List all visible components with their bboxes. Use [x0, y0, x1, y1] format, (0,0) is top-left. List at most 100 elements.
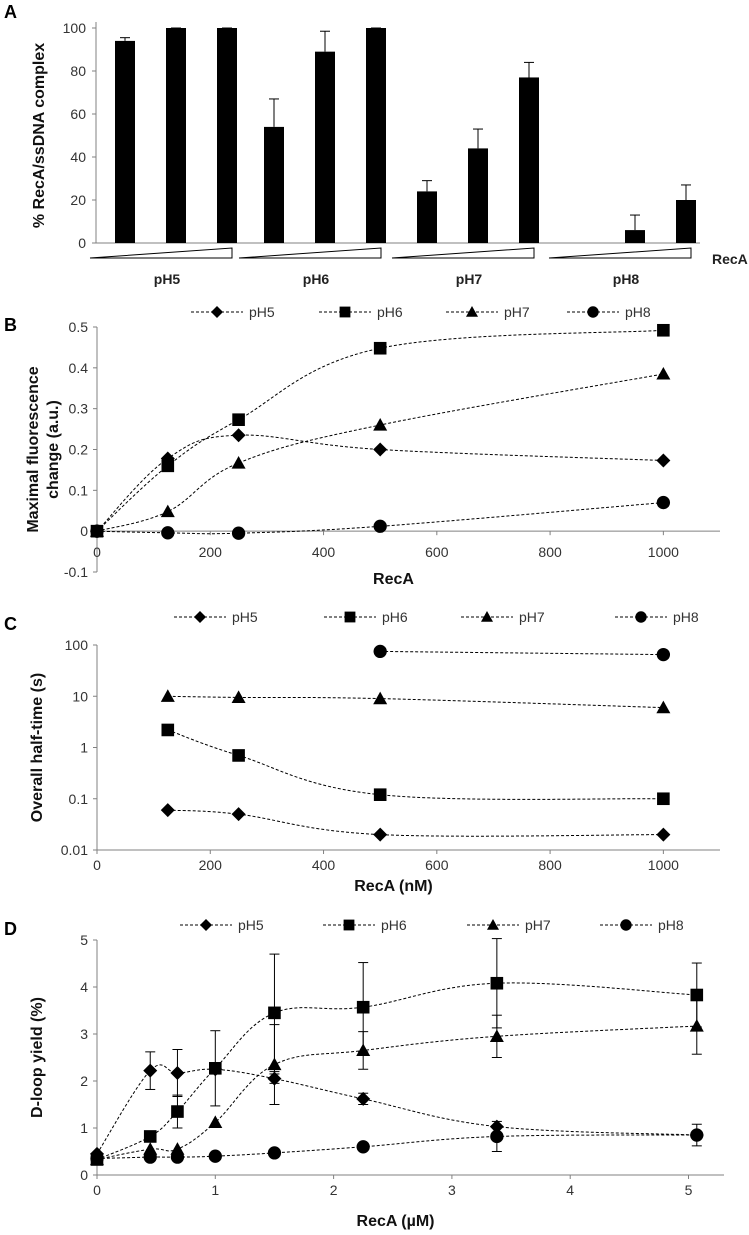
point-ph8	[90, 1151, 104, 1166]
series-line-ph7	[167, 695, 664, 709]
legend-label-ph5: pH5	[249, 304, 275, 320]
series-line-ph6	[167, 729, 664, 800]
point-ph8	[170, 1150, 185, 1164]
x-tick-label: 800	[538, 544, 562, 560]
bar-ph6-1	[264, 126, 284, 243]
x-axis-label: RecA (µM)	[357, 1213, 435, 1230]
point-ph5	[656, 453, 671, 468]
y-tick-label: 0.1	[69, 791, 89, 807]
x-axis-label: RecA	[373, 571, 414, 588]
reca-gradient-wedge	[548, 247, 692, 259]
series-line-ph5	[96, 434, 664, 532]
point-ph7	[160, 689, 175, 702]
point-ph8	[267, 1146, 282, 1160]
point-ph6	[490, 976, 504, 990]
legend-marker-ph8	[587, 306, 599, 318]
x-tick-label: 200	[199, 544, 223, 560]
series-line-ph6	[96, 329, 664, 532]
bar-ph8-3	[676, 200, 696, 243]
x-tick-label: 1000	[648, 857, 679, 873]
y-tick-label: 100	[65, 637, 89, 653]
y-tick-label: 3	[80, 1026, 88, 1042]
point-ph5	[656, 827, 671, 842]
point-ph6	[161, 459, 175, 473]
legend-marker-ph7	[481, 611, 493, 622]
legend-marker-ph5	[194, 611, 206, 623]
point-ph7	[160, 504, 175, 518]
group-label-ph8: pH8	[613, 271, 640, 287]
point-ph7	[656, 700, 671, 714]
y-tick-label: 0.4	[69, 360, 89, 376]
legend-label-ph8: pH8	[658, 917, 684, 933]
point-ph8	[490, 1129, 504, 1144]
reca-gradient-wedge	[89, 247, 233, 259]
legend-marker-ph8	[635, 611, 647, 623]
point-ph7	[656, 366, 671, 380]
panel-b: B -0.1 0 0.1 0.2 0.3 0.4 0.5 0 200 400 600 800 1000 Re…	[4, 304, 720, 588]
y-tick-label: 100	[63, 20, 87, 36]
point-ph6	[657, 323, 670, 337]
legend-label-ph8: pH8	[673, 609, 699, 625]
y-tick-label: 20	[70, 192, 86, 208]
x-tick-label: 800	[538, 857, 562, 873]
series-line-ph7	[96, 373, 664, 532]
point-ph6	[232, 413, 245, 426]
series-line-ph8	[96, 1134, 697, 1159]
legend-marker-ph7	[466, 306, 478, 317]
y-tick-label: 0.5	[69, 319, 89, 335]
series-line-ph5	[96, 1064, 697, 1155]
series-line-ph5	[167, 809, 664, 837]
point-ph6	[373, 788, 387, 801]
x-tick-label: 600	[425, 857, 449, 873]
bar-ph6-2	[315, 51, 335, 244]
point-ph7	[231, 455, 246, 469]
point-ph8	[208, 1149, 222, 1163]
legend-marker-ph7	[487, 919, 499, 930]
point-ph7	[689, 1019, 704, 1032]
legend-marker-ph6	[344, 611, 356, 623]
y-tick-label: 40	[70, 149, 86, 165]
point-ph5	[170, 1066, 185, 1081]
series-line-ph8	[96, 502, 664, 535]
point-ph8	[90, 524, 104, 538]
legend-label-ph5: pH5	[232, 609, 258, 625]
group-label-ph7: pH7	[456, 271, 483, 287]
point-ph7	[231, 690, 246, 703]
y-tick-label: 0.2	[69, 442, 89, 458]
point-ph5	[373, 442, 388, 457]
bar-ph7-3	[519, 77, 539, 243]
point-ph5	[373, 827, 388, 842]
point-ph7	[489, 1029, 504, 1042]
point-ph5	[356, 1091, 371, 1106]
point-ph8	[690, 1128, 704, 1142]
point-ph6	[171, 1105, 184, 1118]
point-ph6	[657, 792, 670, 806]
x-tick-label: 1000	[648, 544, 679, 560]
y-tick-label: 0	[80, 523, 88, 539]
x-tick-label: 0	[93, 544, 101, 560]
bar-ph5-2	[166, 28, 186, 243]
y-tick-label: 0	[78, 235, 86, 251]
point-ph6	[143, 1130, 157, 1143]
y-axis-label: D-loop yield (%)	[29, 997, 46, 1118]
legend-marker-ph6	[339, 306, 351, 318]
x-axis-label: RecA (nM)	[354, 878, 433, 895]
y-tick-label: 0.1	[69, 482, 89, 498]
group-label-ph5: pH5	[154, 271, 181, 287]
y-axis-label: Maximal fluorescence	[25, 366, 42, 532]
y-tick-label: 5	[80, 932, 88, 948]
x-tick-label: 1	[211, 1182, 219, 1198]
x-tick-label: 3	[448, 1182, 456, 1198]
panel-a: A 0 20 40 60 80 100 % RecA/ssDNA complex pH5 pH6 p…	[4, 2, 748, 287]
x-tick-label: 600	[425, 544, 449, 560]
y-tick-label: 0.01	[61, 842, 88, 858]
y-axis-label: Overall half-time (s)	[29, 673, 46, 822]
x-tick-label: 0	[93, 857, 101, 873]
x-tick-label: 200	[199, 857, 223, 873]
point-ph8	[231, 526, 246, 540]
y-tick-label: 4	[80, 979, 88, 995]
legend-marker-ph8	[620, 919, 632, 931]
bar-ph7-1	[417, 191, 437, 243]
point-ph8	[656, 647, 671, 662]
